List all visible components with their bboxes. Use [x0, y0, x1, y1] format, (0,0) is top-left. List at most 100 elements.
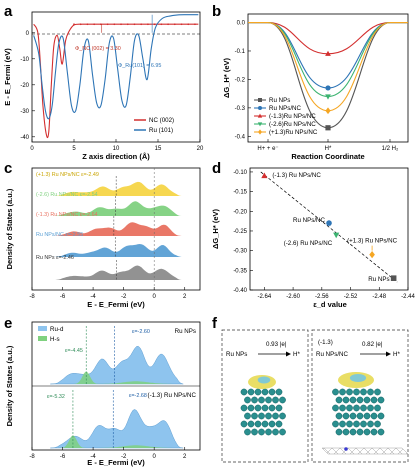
f-ru-atom [360, 420, 367, 428]
f-ru-atom [240, 388, 248, 396]
f-atom-structures [240, 372, 409, 455]
f-ru-atom [367, 388, 374, 396]
f-ru-atom [272, 396, 279, 404]
f-ru-atom [272, 428, 279, 436]
series-nc-002-line [33, 23, 199, 139]
b-legend-label: Ru NPs [269, 97, 290, 104]
axes-a-xlabel: Z axis direction (Å) [82, 152, 150, 161]
legend-e-hs-label: H-s [50, 336, 60, 343]
f-ru-atom [275, 388, 283, 396]
c-dos-area [53, 181, 182, 196]
f-ru-atom [360, 404, 367, 412]
panel-letter-f: f [212, 315, 218, 332]
f-ru-atom [349, 396, 357, 404]
a-xtick-label: 5 [72, 146, 76, 152]
f-ru-atom [353, 388, 360, 396]
axes-e-xlabel: E - E_Fermi (eV) [87, 458, 145, 467]
axes-a-frame [31, 11, 201, 143]
d-ytick-label: -0.30 [233, 249, 247, 255]
d-xtick-label: -2.60 [286, 294, 300, 300]
c-series-label: (+1.3) Ru NPs/NC ε=-2.49 [36, 172, 99, 178]
nc-plateau-marker [194, 23, 196, 26]
legend-a-ru-label: Ru (101) [149, 127, 173, 134]
nc-plateau-marker [73, 23, 75, 26]
e-hs-area [39, 435, 182, 448]
e-xtick-label: -6 [60, 454, 66, 460]
f-left-from: Ru NPs [226, 351, 247, 358]
axes-a-ticks: 0 5 10 15 20 0 -10 -20 -30 -40 [20, 31, 204, 152]
axes-d-xlabel: ε_d value [313, 300, 347, 309]
b-legend-marker [258, 129, 262, 135]
f-ru-atom [346, 388, 353, 396]
c-series-label: (-1.3) Ru NPs/NC ε=-2.64 [36, 212, 98, 218]
f-ru-atom [268, 420, 276, 428]
axes-d-points: (-1.3) Ru NPs/NC Ru NPs/NC (-2.6) Ru NPs/N… [260, 171, 398, 283]
f-ru-atom [240, 420, 248, 428]
c-series-label: Ru NPs/NC ε=-2.55 [36, 232, 83, 238]
axes-e-areas [39, 326, 184, 449]
b-legend-marker [257, 113, 263, 118]
f-ru-atom [356, 412, 364, 420]
a-xtick-label: 20 [197, 146, 204, 152]
f-ru-atom [254, 388, 262, 396]
a-xtick-label: 10 [113, 146, 120, 152]
f-ru-atom [370, 412, 378, 420]
f-ru-atom [370, 396, 378, 404]
c-series-label: Ru NPs ε=-2.46 [36, 255, 74, 261]
nc-plateau-marker [93, 23, 96, 26]
b-series-marker [325, 107, 331, 115]
f-ru-atom [265, 396, 272, 404]
axes-e-ylabel: Density of States (a.u.) [5, 345, 14, 426]
f-ru-atom [254, 404, 262, 412]
nc-plateau-marker [147, 23, 149, 26]
d-ytick-label: -0.20 [233, 209, 247, 215]
axes-a-ylabel: E - E_Fermi (eV) [3, 48, 12, 106]
d-xtick-label: -2.52 [344, 294, 358, 300]
b-series-marker [325, 50, 331, 56]
b-ytick-label: -0.1 [235, 49, 246, 55]
d-xtick-label: -2.44 [401, 294, 415, 300]
f-ru-atom [339, 404, 346, 412]
e-xtick-label: -8 [29, 454, 35, 460]
panel-letter-d: d [212, 160, 221, 177]
e-xtick-label: 0 [153, 454, 157, 460]
nc-plateau-marker [167, 23, 169, 26]
b-series-marker [325, 125, 331, 131]
c-xtick-label: -2 [121, 294, 127, 300]
panel-d: d -2.64 -2.60 -2.56 -2.52 -2.48 -2.44 -0.10 -0.… [211, 160, 415, 309]
f-right-prefix: (-1.3) [318, 339, 333, 346]
panel-a: a 0 5 10 15 20 0 -10 -20 -30 -40 Φ_NC (002) = 3.3… [3, 3, 204, 161]
f-ru-atom [268, 388, 276, 396]
f-ru-atom [360, 388, 367, 396]
f-ru-atom [279, 412, 286, 420]
f-left-charge: 0.93 |e| [266, 341, 287, 348]
f-ru-atom [258, 396, 265, 404]
f-ru-atom [349, 412, 357, 420]
f-ru-atom [349, 428, 357, 436]
annotation-phi-ru: Φ_Ru(101) = 6.95 [118, 63, 161, 69]
c-xtick-label: -4 [90, 294, 96, 300]
f-ru-atom [339, 388, 346, 396]
f-ru-atom [342, 428, 350, 436]
legend-a-nc-label: NC (002) [149, 117, 174, 124]
e2-hs-label: ε=-5.32 [47, 394, 65, 400]
nc-plateau-marker [160, 23, 163, 26]
panel-f: f Ru NPs 0.93 |e| H* (-1.3) Ru NPs/NC 0.… [212, 315, 409, 463]
a-ytick-label: -20 [20, 83, 29, 89]
axes-b-ticks: 0.0 -0.1 -0.2 -0.3 -0.4 H+ + e⁻ H* 1/2 H₂ [235, 21, 399, 152]
nc-plateau-marker [99, 23, 102, 26]
b-legend-label: (-2.6)Ru NPs/NC [269, 121, 316, 128]
c-xtick-label: -6 [60, 294, 66, 300]
f-ru-atom [261, 388, 269, 396]
c-dos-area [53, 222, 182, 236]
axes-b-ylabel: ΔG_H* (eV) [222, 58, 231, 98]
f-right-to: H* [393, 351, 400, 358]
c-dos-area [53, 265, 182, 280]
e2-ed-label: ε=-2.68 [129, 393, 147, 399]
d-ytick-label: -0.15 [233, 190, 247, 196]
f-ru-atom [363, 412, 371, 420]
c-xtick-label: 2 [183, 294, 187, 300]
b-series-curve [248, 21, 408, 55]
f-ru-atom [342, 396, 350, 404]
